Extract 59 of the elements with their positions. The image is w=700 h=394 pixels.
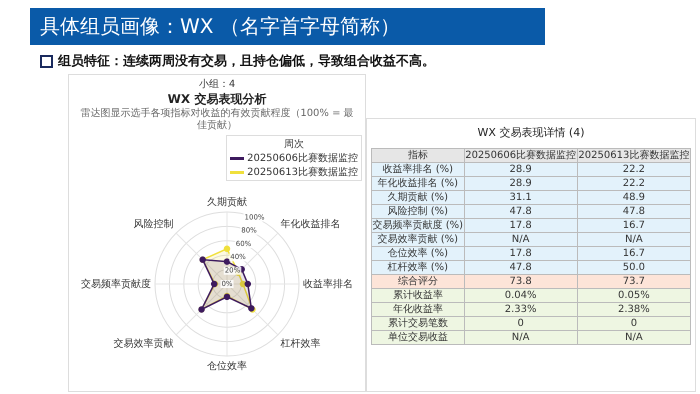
category-label: 杠杆效率 (%) [388, 262, 448, 273]
text: 28.9 [510, 178, 532, 189]
legend-title: 周次 [283, 138, 306, 151]
category-label: 累计交易笔数 [388, 318, 448, 329]
text: 17.8 [510, 220, 532, 231]
spoke-label: 收益率排名 [303, 278, 353, 290]
spoke-label: 风险控制 [133, 218, 174, 230]
text: 22.2 [622, 178, 646, 189]
category-label: 20250606比赛数据监控 [464, 148, 578, 162]
spoke-label: 交易效率贡献 [113, 337, 174, 350]
text: 31.1 [510, 192, 532, 203]
text: N/A [625, 332, 643, 343]
text: 2.38% [618, 304, 650, 315]
spoke-label: 杠杆效率 [280, 337, 321, 350]
text: 0 [517, 318, 524, 329]
category-label: 累计收益率 [392, 290, 443, 301]
legend-label: 20250606比赛数据监控 [246, 152, 358, 165]
spoke-label: 交易频率贡献度 [81, 278, 151, 290]
text: 16.7 [622, 220, 646, 231]
text: 0.04% [504, 290, 537, 301]
text: 小组：4 [198, 78, 236, 91]
text: 2.33% [504, 304, 537, 315]
text: 47.8 [510, 262, 532, 273]
text: 16.7 [622, 248, 646, 259]
text: 组员特征：连续两周没有交易，且持仓偏低，导致组合收益不高。 [58, 52, 435, 70]
category-label: 风险控制 (%) [388, 206, 448, 217]
category-label: 单位交易收益 [388, 332, 448, 343]
category-label: 久期贡献 (%) [388, 192, 448, 203]
text: 47.8 [622, 206, 646, 217]
text: 具体组员画像：WX （名字首字母简称） [30, 8, 545, 45]
text: 22.2 [622, 164, 646, 175]
legend-label: 20250613比赛数据监控 [246, 166, 358, 179]
category-label: 交易频率贡献度 (%) [372, 220, 464, 231]
chart-subtitle: 雷达图显示选手各项指标对收益的有效贡献程度（100% = 最佳贡献） [79, 108, 355, 132]
category-label: 年化收益率 [392, 304, 443, 315]
text: 0 [630, 318, 638, 329]
category-label: 综合评分 [398, 276, 438, 287]
text: 指标 [372, 148, 464, 162]
chart-title: WX 交易表现分析 [166, 91, 268, 108]
text: N/A [512, 234, 530, 245]
text: 17.8 [510, 248, 532, 259]
spoke-label: 年化收益排名 [280, 218, 341, 230]
text: 50.0 [622, 262, 646, 273]
text: N/A [625, 234, 643, 245]
category-label: 仓位效率 (%) [388, 248, 448, 259]
text: N/A [512, 332, 530, 343]
text: 47.8 [510, 206, 532, 217]
spoke-label: 仓位效率 [207, 360, 247, 372]
category-label: 交易效率贡献 (%) [378, 234, 458, 245]
text: 28.9 [510, 164, 532, 175]
text: 0.05% [618, 290, 650, 301]
text: 73.7 [622, 276, 646, 287]
text: 73.8 [510, 276, 532, 287]
text: WX 交易表现详情 (4) [476, 125, 586, 140]
category-label: 年化收益排名 (%) [378, 178, 458, 189]
spoke-label: 久期贡献 [207, 196, 247, 208]
text: 48.9 [622, 192, 646, 203]
category-label: 20250613比赛数据监控 [577, 148, 690, 162]
category-label: 收益率排名 (%) [382, 164, 454, 175]
